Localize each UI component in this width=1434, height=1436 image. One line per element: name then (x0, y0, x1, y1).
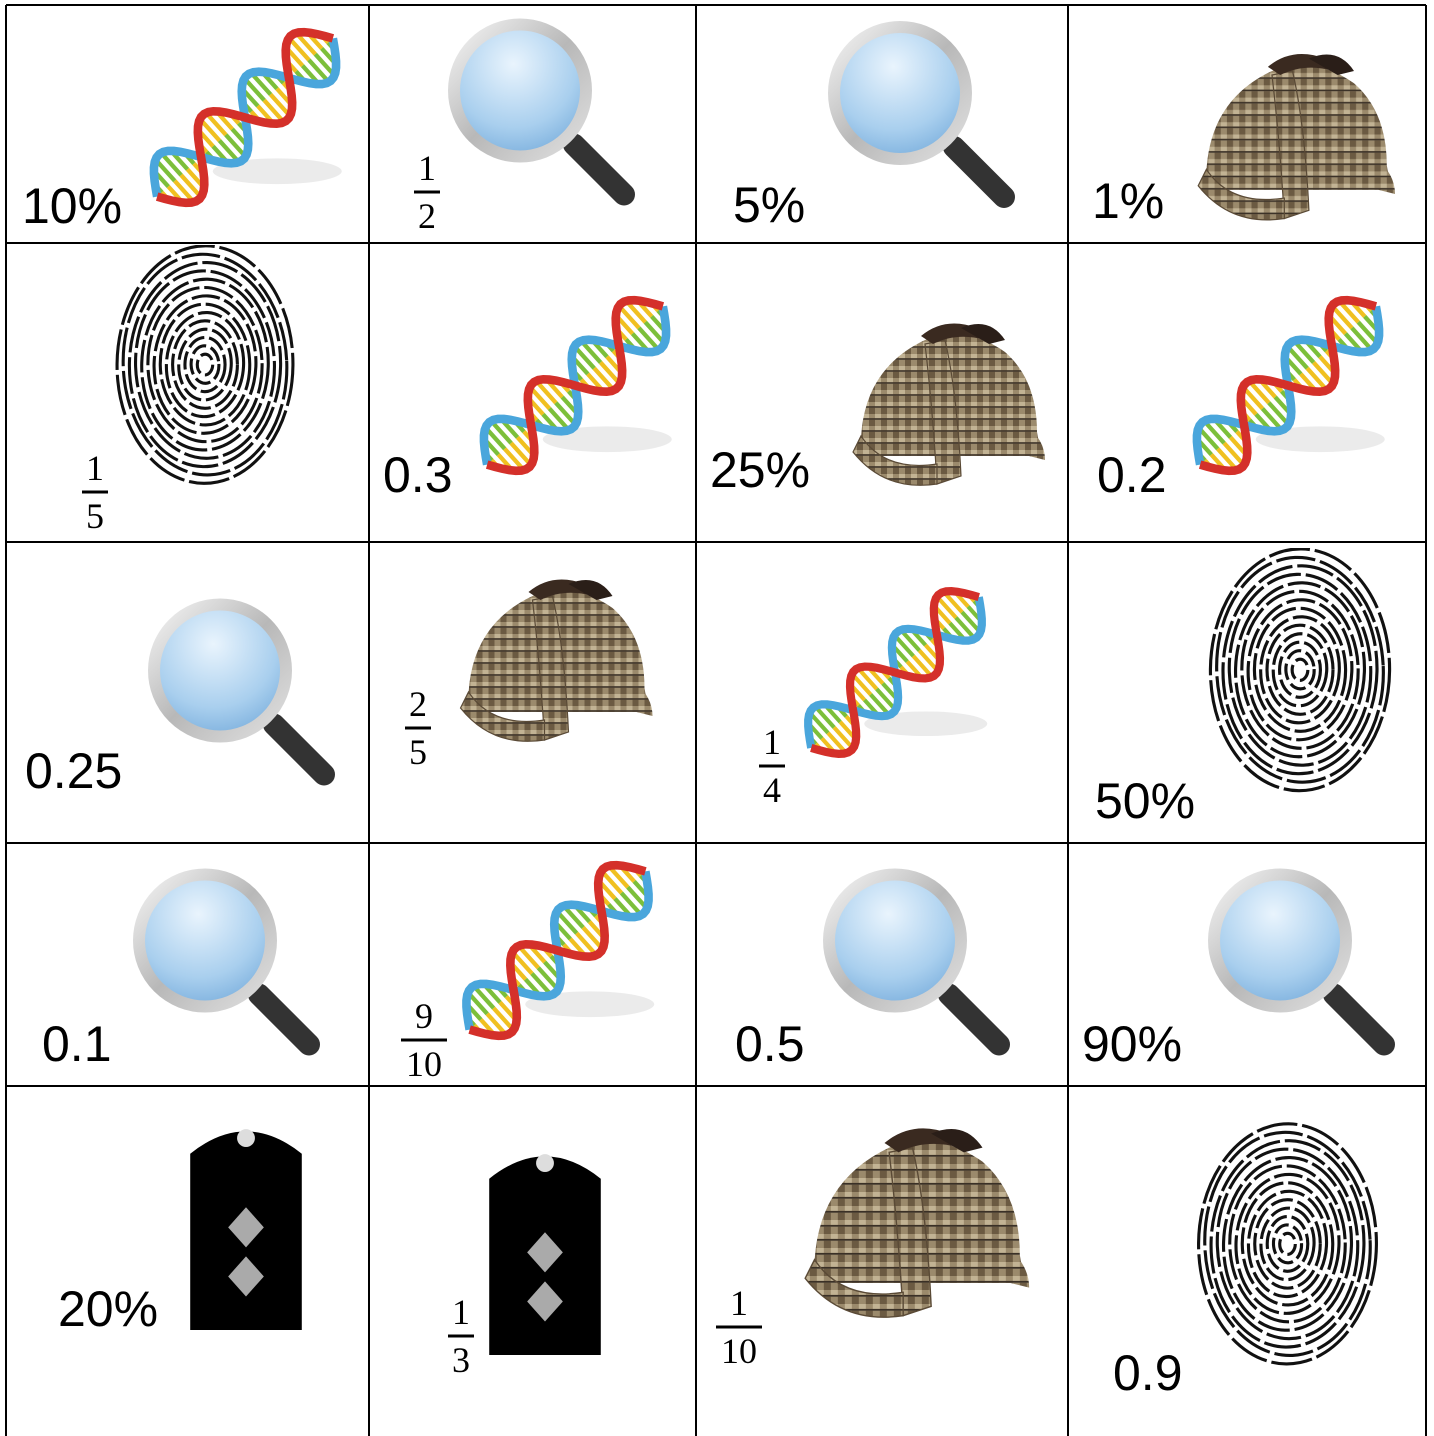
card-label: 0.1 (42, 1016, 112, 1072)
fraction-denominator: 5 (409, 732, 427, 772)
fraction-denominator: 5 (86, 496, 104, 536)
card-label: 10% (22, 178, 122, 234)
fraction-numerator: 2 (409, 684, 427, 724)
card-icon (851, 322, 1047, 487)
card: 110 (716, 1127, 1031, 1371)
card-icon (467, 284, 683, 487)
card: 15 (82, 245, 296, 536)
card-label: 25% (710, 442, 810, 498)
card: 13 (448, 1154, 601, 1380)
fraction-numerator: 1 (86, 448, 104, 488)
card: 12 (414, 25, 624, 236)
fraction-numerator: 1 (418, 148, 436, 188)
card-icon (449, 849, 665, 1052)
card-label: 0.2 (1097, 447, 1167, 503)
card-icon (190, 1129, 302, 1330)
card: 10% (22, 16, 353, 234)
card: 5% (733, 27, 1004, 233)
card-icon (1207, 548, 1393, 794)
card-icon (1195, 1122, 1380, 1367)
fraction-numerator: 9 (415, 996, 433, 1036)
card-icon (139, 875, 309, 1045)
card-icon (137, 16, 353, 219)
card-icon (834, 27, 1004, 197)
card-icon (1214, 875, 1384, 1045)
card-label: 0.3 (383, 447, 453, 503)
card: 14 (759, 576, 998, 810)
fraction-denominator: 10 (406, 1044, 442, 1084)
card-icon (792, 576, 998, 770)
card: 910 (401, 849, 666, 1084)
card-icon (489, 1154, 601, 1355)
card: 25 (405, 578, 654, 772)
card-label: 20% (58, 1281, 158, 1337)
card-label: 50% (1095, 773, 1195, 829)
fraction-denominator: 4 (763, 770, 781, 810)
fraction-numerator: 1 (452, 1292, 470, 1332)
card-icon (459, 578, 654, 743)
card-label: 0.5 (735, 1016, 805, 1072)
card-icon (454, 25, 624, 195)
card: 0.9 (1113, 1122, 1380, 1401)
card: 0.2 (1097, 284, 1396, 503)
card-icon (114, 245, 296, 486)
card: 0.1 (42, 875, 309, 1072)
card: 50% (1095, 548, 1393, 829)
card-icon (1180, 284, 1396, 487)
card: 20% (58, 1129, 302, 1337)
fraction-numerator: 1 (730, 1283, 748, 1323)
card: 0.5 (735, 875, 999, 1072)
fraction-numerator: 1 (763, 722, 781, 762)
card-label: 1% (1092, 173, 1164, 229)
grid-frame (5, 4, 1427, 1436)
card-label: 0.9 (1113, 1345, 1183, 1401)
card-label: 90% (1082, 1016, 1182, 1072)
card: 0.25 (25, 605, 324, 799)
card: 0.3 (383, 284, 683, 503)
fraction-denominator: 2 (418, 196, 436, 236)
card-label: 5% (733, 177, 805, 233)
card-label: 0.25 (25, 743, 122, 799)
fraction-denominator: 10 (721, 1331, 757, 1371)
card-icon (829, 875, 999, 1045)
card: 25% (710, 322, 1047, 498)
card-icon (803, 1127, 1031, 1319)
fraction-denominator: 3 (452, 1340, 470, 1380)
card: 1% (1092, 53, 1395, 229)
card-icon (1197, 53, 1395, 221)
card: 90% (1082, 875, 1384, 1072)
card-icon (154, 605, 324, 775)
